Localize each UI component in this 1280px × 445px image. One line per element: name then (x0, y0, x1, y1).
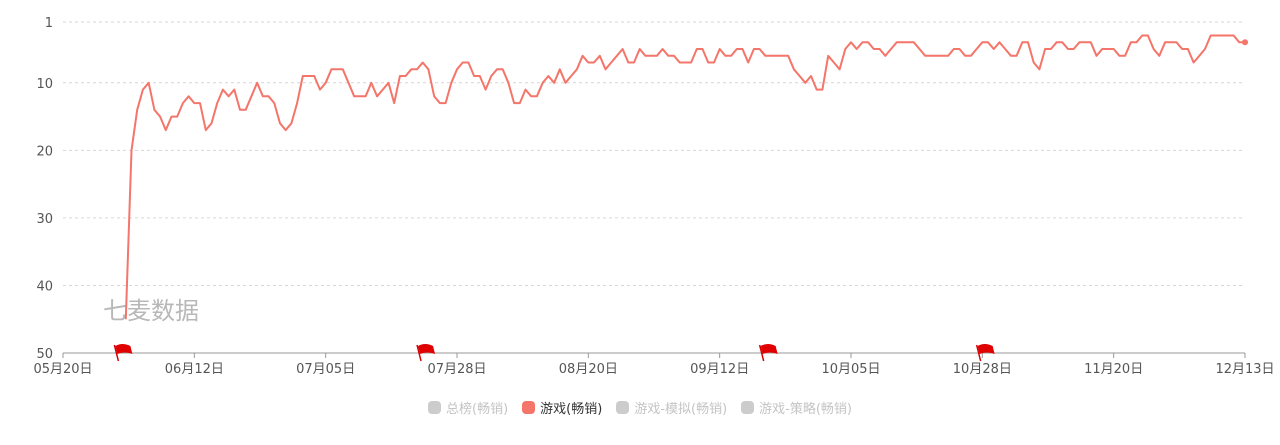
flag-icon[interactable] (758, 344, 778, 362)
legend-label: 游戏(畅销) (540, 402, 603, 417)
x-axis-tick-labels: 05月20日 06月12日 07月05日 07月28日 08月20日 09月12日 10月0… (33, 362, 1274, 377)
legend-swatch (522, 401, 536, 414)
axes (62, 352, 1246, 358)
event-markers (113, 344, 995, 362)
legend-swatch (616, 401, 630, 414)
legend-swatch (428, 401, 441, 414)
legend-item[interactable]: 游戏-模拟(畅销) (616, 398, 727, 417)
x-tick-label: 11月20日 (1084, 362, 1143, 377)
y-tick-label: 30 (36, 212, 53, 227)
flag-icon[interactable] (975, 344, 995, 362)
legend-item[interactable]: 游戏(畅销) (522, 398, 602, 417)
watermark: 七麦数据 (103, 297, 199, 325)
series-line[interactable] (124, 34, 1245, 320)
y-tick-label: 20 (36, 144, 53, 159)
legend-label: 总榜(畅销) (446, 402, 509, 417)
x-tick-label: 07月05日 (296, 362, 355, 377)
x-tick-label: 09月12日 (690, 362, 749, 377)
flag-icon[interactable] (416, 344, 436, 362)
series-layer[interactable] (124, 34, 1248, 320)
x-tick-label: 06月12日 (165, 362, 224, 377)
flag-icon[interactable] (113, 344, 133, 362)
legend-swatch (741, 401, 755, 414)
y-axis-tick-labels: 1 10 20 30 40 50 (36, 16, 53, 362)
legend-item[interactable]: 游戏-策略(畅销) (741, 398, 852, 417)
y-tick-label: 50 (36, 347, 53, 362)
series-end-point[interactable] (1242, 39, 1248, 46)
legend-item[interactable]: 总榜(畅销) (428, 398, 508, 417)
legend-label: 游戏-模拟(畅销) (634, 402, 728, 417)
x-tick-label: 05月20日 (33, 362, 92, 377)
y-tick-label: 1 (45, 16, 53, 31)
grid-lines (63, 21, 1245, 286)
x-tick-label: 12月13日 (1215, 362, 1274, 377)
x-tick-label: 07月28日 (427, 362, 486, 377)
rank-line-chart: 1 10 20 30 40 50 05月20日 06月12日 07月05日 07月28日 08月2… (33, 16, 1274, 377)
legend: 总榜(畅销) 游戏(畅销) 游戏-模拟(畅销) 游戏-策略(畅销) (0, 398, 1280, 417)
x-tick-label: 10月28日 (953, 362, 1012, 377)
x-tick-label: 08月20日 (559, 362, 618, 377)
x-tick-label: 10月05日 (821, 362, 880, 377)
legend-label: 游戏-策略(畅销) (759, 402, 852, 417)
y-tick-label: 10 (36, 77, 53, 92)
y-tick-label: 40 (36, 279, 53, 294)
